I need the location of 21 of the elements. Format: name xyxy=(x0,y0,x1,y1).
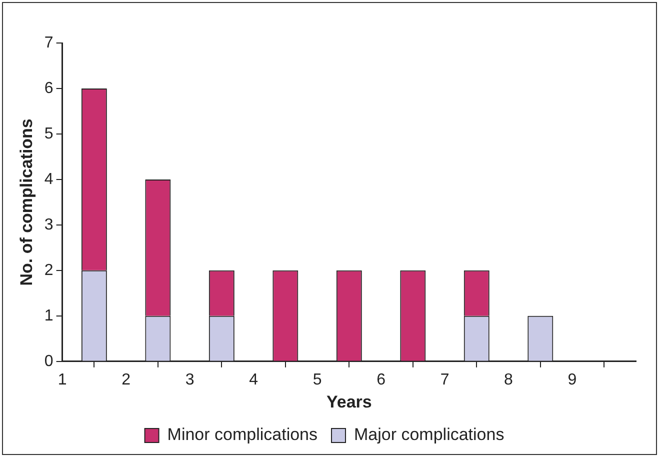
y-tick-label: 6 xyxy=(44,80,54,97)
y-tick-label: 5 xyxy=(44,125,54,142)
y-tick-label: 3 xyxy=(44,216,54,234)
x-tick-label: 1 xyxy=(58,371,67,388)
x-tick-label: 4 xyxy=(249,371,258,388)
x-tick-label: 3 xyxy=(185,371,194,388)
y-tick-label: 7 xyxy=(44,34,54,52)
y-tick-label: 2 xyxy=(44,262,54,279)
x-axis-title: Years xyxy=(326,392,372,412)
legend-label: Minor complications xyxy=(167,425,318,444)
legend-label: Major complications xyxy=(354,425,504,444)
y-tick-label: 1 xyxy=(44,307,54,324)
y-axis-title: No. of complications xyxy=(16,118,36,286)
y-tick-label: 4 xyxy=(44,170,54,188)
x-tick-label: 2 xyxy=(122,371,131,388)
x-tick-label: 8 xyxy=(504,371,514,388)
x-tick-label: 7 xyxy=(440,371,450,388)
y-tick-label: 0 xyxy=(44,352,54,370)
x-tick-label: 5 xyxy=(312,371,322,388)
x-tick-label: 9 xyxy=(568,371,577,388)
x-tick-label: 6 xyxy=(376,371,386,388)
